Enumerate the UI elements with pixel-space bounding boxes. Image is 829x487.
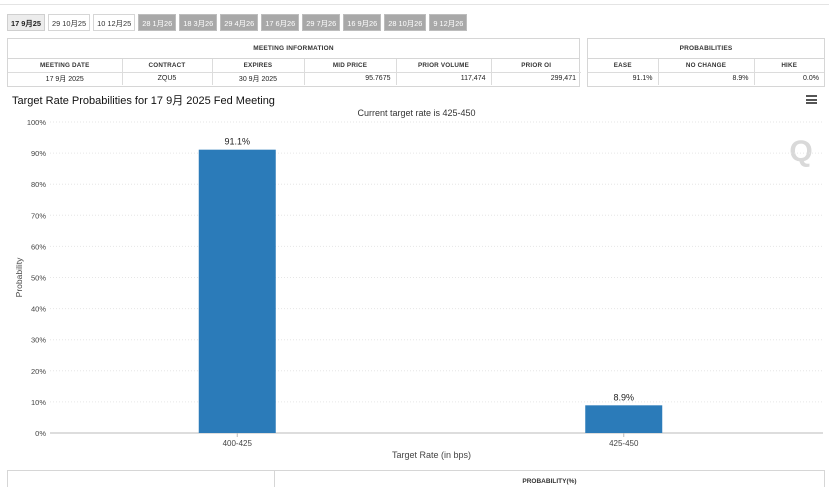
meeting-tab[interactable]: 17 9月25: [7, 14, 45, 31]
probabilities-panel: PROBABILITIES EASE NO CHANGE HIKE 91.1% …: [587, 38, 825, 87]
header-ease: EASE: [588, 59, 659, 73]
y-tick-label: 30%: [31, 336, 46, 345]
meeting-tab[interactable]: 17 6月26: [261, 14, 300, 31]
contract-value: ZQU5: [122, 72, 213, 85]
meeting-tab[interactable]: 16 9月26: [343, 14, 382, 31]
probability-table-divider: [274, 471, 275, 487]
y-tick-label: 80%: [31, 180, 46, 189]
meeting-information-header-row: MEETING DATE CONTRACT EXPIRES MID PRICE …: [8, 59, 581, 73]
meeting-date-value: 17 9月 2025: [8, 72, 123, 85]
probabilities-title: PROBABILITIES: [588, 39, 824, 59]
bar-425-450: [585, 405, 663, 433]
y-tick-label: 90%: [31, 149, 46, 158]
ease-value: 91.1%: [588, 72, 659, 85]
hamburger-menu-icon[interactable]: [806, 95, 817, 104]
meeting-information-table: MEETING DATE CONTRACT EXPIRES MID PRICE …: [8, 59, 581, 85]
probabilities-table: EASE NO CHANGE HIKE 91.1% 8.9% 0.0%: [588, 59, 824, 85]
y-tick-label: 40%: [31, 305, 46, 314]
y-tick-label: 10%: [31, 398, 46, 407]
meeting-tab[interactable]: 18 3月26: [179, 14, 218, 31]
prior-volume-value: 117,474: [396, 72, 492, 85]
meeting-tab[interactable]: 10 12月25: [93, 14, 136, 31]
probability-table-title: PROBABILITY(%): [522, 478, 577, 485]
meeting-tab[interactable]: 29 10月25: [48, 14, 91, 31]
mid-price-value: 95.7675: [304, 72, 397, 85]
meeting-information-row: 17 9月 2025 ZQU5 30 9月 2025 95.7675 117,4…: [8, 72, 581, 85]
y-tick-label: 50%: [31, 274, 46, 283]
data-label: 8.9%: [613, 392, 634, 402]
header-meeting-date: MEETING DATE: [8, 59, 123, 73]
probabilities-row: 91.1% 8.9% 0.0%: [588, 72, 824, 85]
x-tick-label: 425-450: [609, 439, 639, 448]
top-rule: [0, 4, 829, 5]
q-logo-watermark: Q: [789, 135, 812, 168]
hike-value: 0.0%: [803, 75, 819, 83]
y-axis-label: Probability: [14, 257, 24, 297]
meeting-information-title: MEETING INFORMATION: [8, 39, 579, 59]
chart-subtitle: Current target rate is 425-450: [357, 108, 475, 118]
probability-bar-chart: Current target rate is 425-450 Q 0% 10% 20% 3…: [14, 108, 823, 460]
header-hike: HIKE: [754, 59, 824, 73]
probability-table-panel: PROBABILITY(%): [7, 470, 825, 487]
header-mid-price: MID PRICE: [304, 59, 397, 73]
y-tick-label: 60%: [31, 242, 46, 251]
no-change-value: 8.9%: [658, 72, 755, 85]
meeting-tab[interactable]: 28 1月26: [138, 14, 177, 31]
expires-value: 30 9月 2025: [212, 72, 305, 85]
meeting-tab[interactable]: 28 10月26: [384, 14, 427, 31]
meeting-tab[interactable]: 29 4月26: [220, 14, 259, 31]
x-tick-label: 400-425: [223, 439, 253, 448]
meeting-tabs: 17 9月25 29 10月25 10 12月25 28 1月26 18 3月26 29 …: [7, 14, 468, 31]
header-prior-oi: PRIOR OI: [491, 59, 581, 73]
y-tick-label: 100%: [27, 118, 47, 127]
meeting-tab[interactable]: 9 12月26: [429, 14, 468, 31]
header-prior-volume: PRIOR VOLUME: [396, 59, 492, 73]
y-tick-label: 70%: [31, 211, 46, 220]
meeting-information-panel: MEETING INFORMATION MEETING DATE CONTRAC…: [7, 38, 581, 87]
header-contract: CONTRACT: [122, 59, 213, 73]
header-expires: EXPIRES: [212, 59, 305, 73]
data-label: 91.1%: [224, 137, 250, 147]
meeting-tab[interactable]: 29 7月26: [302, 14, 341, 31]
chart-title: Target Rate Probabilities for 17 9月 2025…: [12, 95, 275, 107]
prior-oi-value: 299,471: [550, 75, 576, 83]
y-tick-label: 0%: [35, 429, 46, 438]
y-tick-label: 20%: [31, 367, 46, 376]
x-axis-label: Target Rate (in bps): [392, 450, 471, 460]
header-no-change: NO CHANGE: [658, 59, 755, 73]
bar-400-425: [198, 149, 276, 433]
probabilities-header-row: EASE NO CHANGE HIKE: [588, 59, 824, 73]
